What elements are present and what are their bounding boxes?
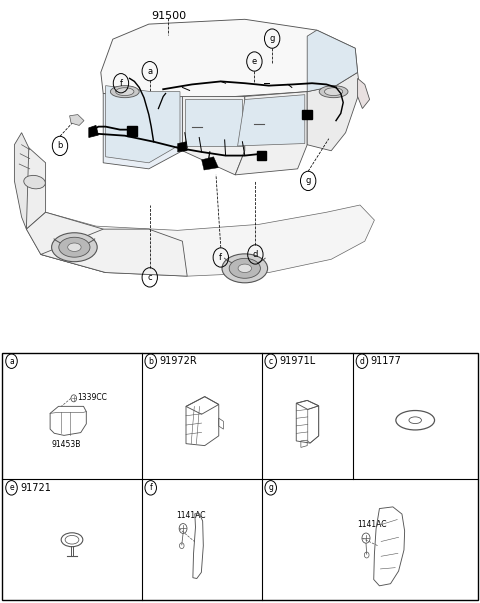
Ellipse shape [222, 254, 268, 283]
Ellipse shape [116, 87, 134, 96]
Text: g: g [269, 34, 275, 43]
Polygon shape [89, 125, 98, 137]
Text: 91971L: 91971L [279, 356, 316, 366]
Bar [302, 110, 312, 119]
Polygon shape [182, 96, 245, 175]
Text: g: g [305, 177, 311, 185]
Polygon shape [101, 19, 358, 99]
Text: f: f [120, 79, 122, 87]
Text: f: f [219, 253, 222, 262]
Polygon shape [238, 95, 305, 146]
Text: b: b [148, 357, 153, 365]
Ellipse shape [52, 233, 97, 262]
Text: g: g [268, 484, 273, 492]
Ellipse shape [110, 86, 139, 98]
Polygon shape [307, 30, 358, 92]
Polygon shape [26, 212, 106, 273]
Ellipse shape [59, 237, 90, 257]
Ellipse shape [238, 264, 252, 273]
Text: f: f [149, 484, 152, 492]
Text: e: e [9, 484, 14, 492]
Text: 1141AC: 1141AC [176, 511, 205, 520]
Text: a: a [147, 67, 152, 75]
Text: c: c [269, 357, 273, 365]
Ellipse shape [229, 258, 261, 278]
Bar [257, 151, 266, 160]
Text: 1339CC: 1339CC [77, 393, 107, 402]
Text: d: d [360, 357, 364, 365]
Text: e: e [252, 57, 257, 66]
Polygon shape [178, 142, 187, 152]
Text: b: b [57, 142, 63, 150]
Ellipse shape [68, 243, 81, 251]
Text: 91453B: 91453B [51, 440, 81, 449]
Text: 1141AC: 1141AC [358, 520, 387, 529]
Polygon shape [202, 157, 218, 170]
Polygon shape [307, 72, 360, 151]
Text: 91500: 91500 [151, 11, 186, 21]
Bar [127, 126, 137, 136]
Polygon shape [41, 229, 187, 276]
Bar [2, 353, 478, 600]
Text: a: a [9, 357, 14, 365]
Text: 91972R: 91972R [159, 356, 197, 366]
Polygon shape [235, 92, 307, 175]
Text: 91721: 91721 [20, 483, 51, 493]
Polygon shape [24, 148, 46, 229]
Text: 91177: 91177 [371, 356, 401, 366]
Polygon shape [103, 93, 182, 169]
Polygon shape [185, 99, 242, 146]
Polygon shape [14, 133, 29, 229]
Polygon shape [26, 205, 374, 276]
Text: d: d [252, 250, 258, 259]
Polygon shape [106, 86, 180, 163]
Polygon shape [70, 115, 84, 125]
Text: c: c [147, 273, 152, 282]
Ellipse shape [319, 86, 348, 98]
Polygon shape [358, 78, 370, 109]
Ellipse shape [324, 87, 343, 96]
Ellipse shape [24, 175, 45, 189]
